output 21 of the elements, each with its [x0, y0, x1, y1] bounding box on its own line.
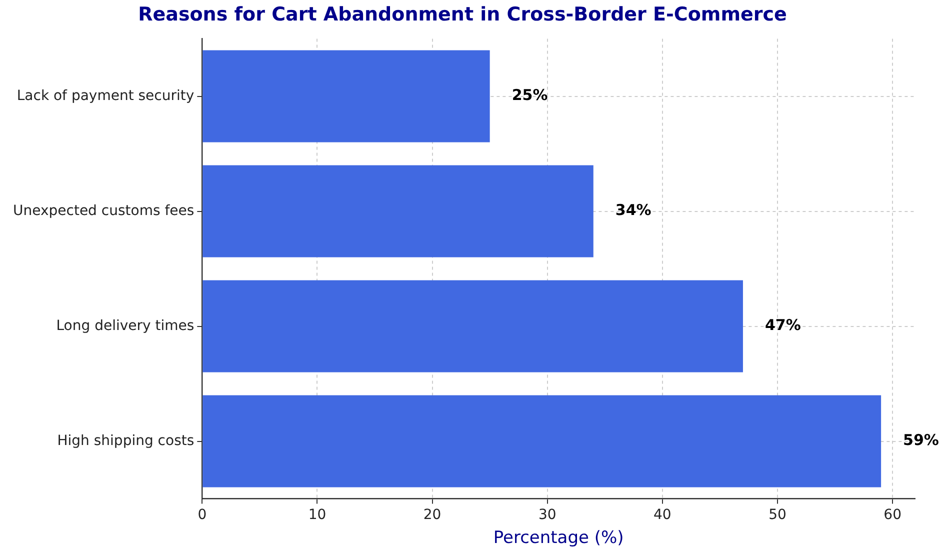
x-tick-label: 0: [198, 506, 207, 523]
x-tick-label: 50: [768, 506, 786, 523]
data-label: 25%: [512, 86, 548, 104]
bar: [202, 165, 594, 258]
data-label: 59%: [903, 431, 939, 450]
bar: [202, 50, 490, 142]
y-tick-label: Lack of payment security: [16, 88, 194, 104]
x-tick-label: 30: [538, 506, 556, 523]
y-tick-label: Unexpected customs fees: [12, 202, 194, 219]
data-label: 47%: [764, 316, 801, 334]
x-tick-label: 60: [884, 506, 902, 523]
y-tick-label: Long delivery times: [56, 318, 194, 334]
data-label: 34%: [615, 201, 652, 220]
x-tick-label: 40: [654, 506, 672, 523]
y-tick-label: High shipping costs: [57, 432, 194, 449]
bar: [202, 280, 743, 372]
chart-title: Reasons for Cart Abandonment in Cross-Border E-Commerce: [138, 3, 787, 26]
x-axis-title: Percentage (%): [493, 528, 624, 548]
x-tick-label: 10: [308, 506, 326, 523]
x-tick-label: 20: [423, 506, 442, 523]
bar: [202, 395, 882, 488]
